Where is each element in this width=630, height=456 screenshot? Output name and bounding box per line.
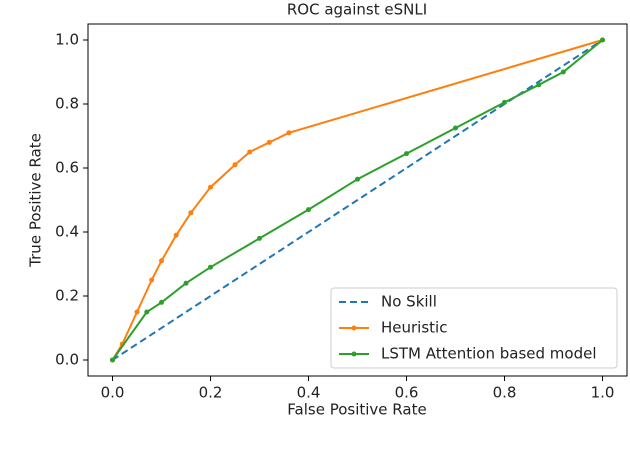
point (266, 139, 272, 145)
legend-marker (351, 351, 357, 357)
legend-label: No Skill (381, 293, 437, 311)
legend-label: Heuristic (381, 319, 447, 337)
y-tick-label: 0.6 (55, 159, 79, 177)
y-tick-label: 1.0 (55, 31, 79, 49)
point (183, 280, 189, 286)
y-tick-label: 0.4 (55, 223, 79, 241)
y-tick-label: 0.0 (55, 351, 79, 369)
point (232, 162, 238, 168)
x-tick-label: 0.4 (297, 384, 321, 402)
point (173, 232, 179, 238)
x-tick-label: 0.6 (395, 384, 419, 402)
point (306, 207, 311, 213)
plot-frame (87, 23, 628, 377)
point (159, 299, 164, 305)
point (536, 82, 542, 88)
y-axis-label: True Positive Rate (27, 133, 45, 268)
point (560, 69, 566, 75)
x-tick-label: 0.2 (199, 384, 223, 402)
x-tick-label: 0.8 (493, 384, 517, 402)
x-tick-label: 0.0 (101, 384, 125, 402)
point (144, 309, 150, 315)
point (453, 125, 458, 131)
x-axis-label: False Positive Rate (287, 401, 426, 419)
point (208, 184, 213, 190)
point (600, 37, 605, 43)
chart-title: ROC against eSNLI (287, 1, 427, 19)
x-tick-label: 1.0 (591, 384, 615, 402)
legend-label: LSTM Attention based model (381, 345, 597, 363)
series-line (111, 39, 604, 361)
point (159, 258, 164, 264)
point (134, 309, 140, 315)
point (149, 277, 155, 283)
point (355, 176, 360, 182)
y-tick-label: 0.8 (55, 95, 79, 113)
point (247, 149, 253, 155)
y-tick-label: 0.2 (55, 287, 79, 305)
point (502, 99, 507, 105)
point (404, 151, 409, 157)
point (208, 264, 213, 270)
legend-marker (351, 325, 357, 331)
point (110, 357, 115, 363)
point (286, 130, 292, 136)
point (188, 210, 194, 216)
point (257, 235, 262, 241)
legend-box (330, 287, 618, 369)
